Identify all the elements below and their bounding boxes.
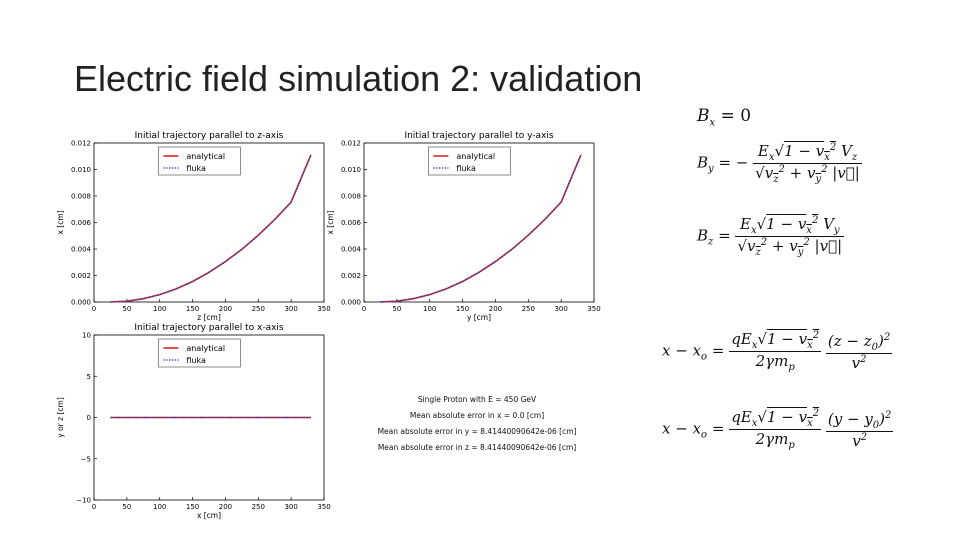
x-tick-label: 300 [284,503,297,511]
y-axis-label: y or z [cm] [56,397,65,438]
legend-label-fluka: fluka [456,164,476,173]
x-tick-label: 50 [122,503,131,511]
y-axis-label: x [cm] [56,210,65,234]
x-tick-label: 350 [317,305,330,313]
legend-label-analytical: analytical [186,344,225,353]
legend-box [158,146,241,176]
equation-bz: Bz = Ex√1 − vx2 Vy √vz2 + vy2 |v⃗| [697,215,845,258]
equation-bx: Bx = 0 [697,106,752,129]
x-tick-label: 250 [252,503,265,511]
y-tick-label: 0.012 [341,140,361,148]
series-fluka [380,154,582,303]
equation-by: By = − Ex√1 − vx2 Vz √vz2 + vy2 |v⃗| [697,142,862,185]
x-tick-label: 100 [423,305,436,313]
y-tick-label: 0.000 [341,299,361,307]
y-tick-label: 0 [87,414,91,422]
x-tick-label: 150 [186,305,199,313]
legend-label-fluka: fluka [186,356,206,365]
equation-x-y: x − xo = qEx√1 − vx2 2γmp (y − y0)2 v2 [662,408,894,451]
chart-title: Initial trajectory parallel to x-axis [134,323,284,333]
y-tick-label: 10 [82,332,91,340]
y-tick-label: 0.008 [341,193,361,201]
x-tick-label: 50 [392,305,401,313]
y-tick-label: 0.006 [71,219,92,227]
chart-title: Initial trajectory parallel to y-axis [404,131,553,141]
x-tick-label: 100 [153,305,166,313]
y-axis-label: x [cm] [326,210,335,234]
info-line-error-y: Mean absolute error in y = 8.41440090642… [377,427,577,436]
x-axis-label: x [cm] [197,511,221,520]
y-tick-label: 5 [87,373,91,381]
x-tick-label: 200 [219,503,232,511]
chart-title: Initial trajectory parallel to z-axis [135,131,284,141]
legend-box [428,146,511,176]
info-line-energy: Single Proton with E = 450 GeV [417,395,537,404]
x-tick-label: 0 [92,503,96,511]
x-tick-label: 250 [252,305,265,313]
y-tick-label: 0.004 [71,246,92,254]
x-tick-label: 300 [554,305,567,313]
info-line-error-z: Mean absolute error in z = 8.41440090642… [377,443,577,452]
y-tick-label: 0.004 [341,246,362,254]
y-tick-label: 0.000 [71,299,91,307]
legend-label-analytical: analytical [186,152,225,161]
chart-trajectory-y: Initial trajectory parallel to y-axis 0 50… [326,131,601,322]
x-axis-label: y [cm] [467,313,491,322]
y-tick-label: 0.012 [71,140,91,148]
y-tick-label: 0.010 [71,166,91,174]
info-line-error-x: Mean absolute error in x = 0.0 [cm] [409,411,545,420]
x-tick-label: 300 [284,305,297,313]
x-axis-label: z [cm] [197,313,221,322]
x-tick-label: 350 [317,503,330,511]
legend-label-analytical: analytical [456,152,495,161]
legend-label-fluka: fluka [186,164,206,173]
chart-trajectory-z: Initial trajectory parallel to z-axis 0 50… [56,131,331,322]
y-tick-label: −5 [81,455,91,463]
error-summary: Single Proton with E = 450 GeV Mean abso… [362,392,592,456]
y-tick-label: 0.006 [341,219,362,227]
y-tick-label: 0.008 [71,193,91,201]
x-tick-label: 0 [362,305,366,313]
equation-x-z: x − xo = qEx√1 − vx2 2γmp (z − z0)2 v2 [662,330,893,373]
x-tick-label: 150 [456,305,469,313]
x-tick-label: 0 [92,305,96,313]
y-tick-label: 0.002 [71,272,91,280]
x-tick-label: 350 [587,305,600,313]
slide-title: Electric field simulation 2: validation [74,58,643,99]
legend-box [158,338,241,368]
y-tick-label: −10 [76,497,91,505]
x-tick-label: 100 [153,503,166,511]
x-tick-label: 200 [219,305,232,313]
x-tick-label: 200 [489,305,502,313]
x-tick-label: 150 [186,503,199,511]
y-tick-label: 0.002 [341,272,361,280]
series-fluka [110,154,312,303]
x-tick-label: 50 [122,305,131,313]
x-tick-label: 250 [522,305,535,313]
y-tick-label: 0.010 [341,166,361,174]
